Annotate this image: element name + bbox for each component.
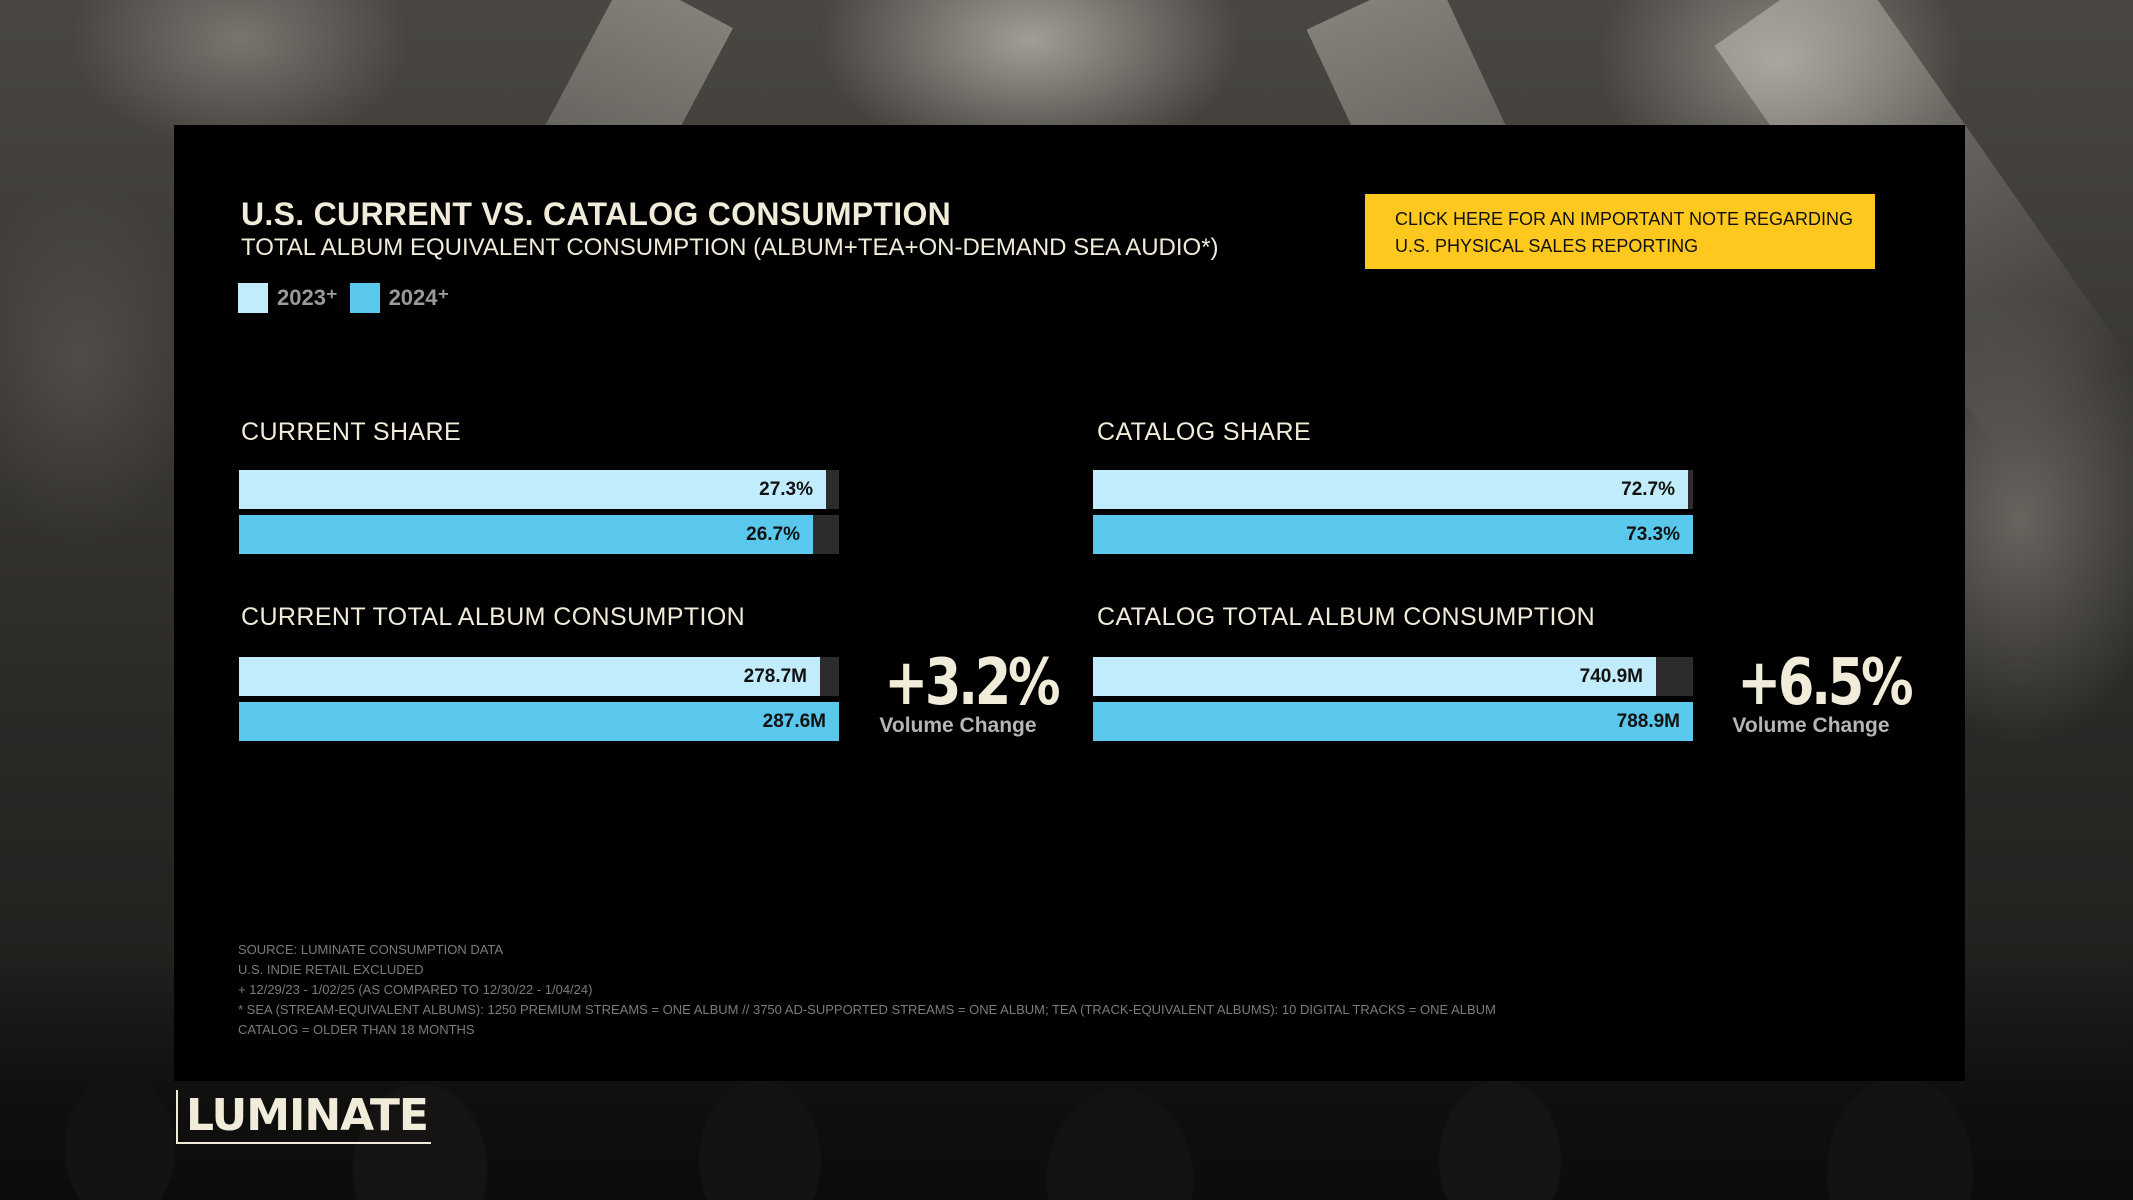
catalog-total-bar-2023	[1093, 657, 1656, 696]
page-subtitle: TOTAL ALBUM EQUIVALENT CONSUMPTION (ALBU…	[241, 234, 1219, 261]
legend-label-2023: 2023⁺	[277, 285, 338, 310]
catalog-share-bar-track-2023: 72.7%	[1093, 470, 1693, 509]
catalog-volume-change-label: Volume Change	[1732, 714, 1890, 737]
current-share-bar-2024	[239, 515, 813, 554]
current-total-bar-track-2024: 287.6M	[239, 702, 839, 741]
legend: 2023⁺ 2024⁺	[238, 283, 461, 313]
legend-swatch-2023	[238, 283, 268, 313]
catalog-total-bar-track-2023: 740.9M	[1093, 657, 1693, 696]
catalog-share-bar-track-2024: 73.3%	[1093, 515, 1693, 554]
current-share-value-2023: 27.3%	[759, 479, 813, 500]
current-volume-change: +3.2% Volume Change	[868, 646, 1060, 738]
current-share-bar-track-2024: 26.7%	[239, 515, 839, 554]
current-volume-change-label: Volume Change	[879, 714, 1037, 737]
note-button-line-1: CLICK HERE FOR AN IMPORTANT NOTE REGARDI…	[1395, 209, 1854, 229]
footnote-catalog: CATALOG = OLDER THAN 18 MONTHS	[238, 1022, 475, 1037]
catalog-total-title: CATALOG TOTAL ALBUM CONSUMPTION	[1097, 603, 1596, 631]
current-total-bar-track-2023: 278.7M	[239, 657, 839, 696]
catalog-share-bar-2023	[1093, 470, 1688, 509]
current-total-bar-2024	[239, 702, 839, 741]
footnote-sea-tea: * SEA (STREAM-EQUIVALENT ALBUMS): 1250 P…	[238, 1002, 1496, 1017]
catalog-share-bar-2024	[1093, 515, 1693, 554]
content-panel	[174, 125, 1965, 1081]
luminate-logo: LUMINATE	[176, 1090, 431, 1144]
legend-swatch-2024	[349, 283, 380, 313]
catalog-total-bar-track-2024: 788.9M	[1093, 702, 1693, 741]
catalog-total-bar-2024	[1093, 702, 1693, 741]
current-share-bar-track-2023: 27.3%	[239, 470, 839, 509]
legend-item-2024: 2024⁺	[349, 283, 450, 313]
legend-item-2023: 2023⁺	[238, 283, 338, 313]
catalog-share-value-2023: 72.7%	[1621, 479, 1675, 500]
current-total-title: CURRENT TOTAL ALBUM CONSUMPTION	[241, 603, 746, 631]
current-total-value-2024: 287.6M	[762, 711, 826, 732]
current-volume-change-value: +3.2%	[884, 646, 1060, 720]
catalog-volume-change: +6.5% Volume Change	[1721, 646, 1913, 738]
current-share-bar-2023	[239, 470, 826, 509]
physical-sales-note-button[interactable]: CLICK HERE FOR AN IMPORTANT NOTE REGARDI…	[1365, 194, 1875, 269]
catalog-share-title: CATALOG SHARE	[1097, 418, 1312, 446]
footnote-dates: + 12/29/23 - 1/02/25 (AS COMPARED TO 12/…	[238, 982, 593, 997]
catalog-share-value-2024: 73.3%	[1626, 524, 1680, 545]
footnote-indie: U.S. INDIE RETAIL EXCLUDED	[238, 962, 424, 977]
catalog-total-value-2023: 740.9M	[1579, 666, 1643, 687]
current-share-value-2024: 26.7%	[746, 524, 800, 545]
catalog-volume-change-value: +6.5%	[1737, 646, 1913, 720]
current-share-title: CURRENT SHARE	[241, 418, 462, 446]
page-title: U.S. CURRENT VS. CATALOG CONSUMPTION	[241, 196, 952, 232]
current-total-bar-2023	[239, 657, 820, 696]
footnote-source: SOURCE: LUMINATE CONSUMPTION DATA	[238, 942, 504, 957]
catalog-total-value-2024: 788.9M	[1616, 711, 1680, 732]
footnotes: SOURCE: LUMINATE CONSUMPTION DATA U.S. I…	[238, 940, 1496, 1040]
note-button-line-2: U.S. PHYSICAL SALES REPORTING	[1395, 236, 1699, 256]
current-total-value-2023: 278.7M	[743, 666, 807, 687]
legend-label-2024: 2024⁺	[388, 285, 450, 310]
